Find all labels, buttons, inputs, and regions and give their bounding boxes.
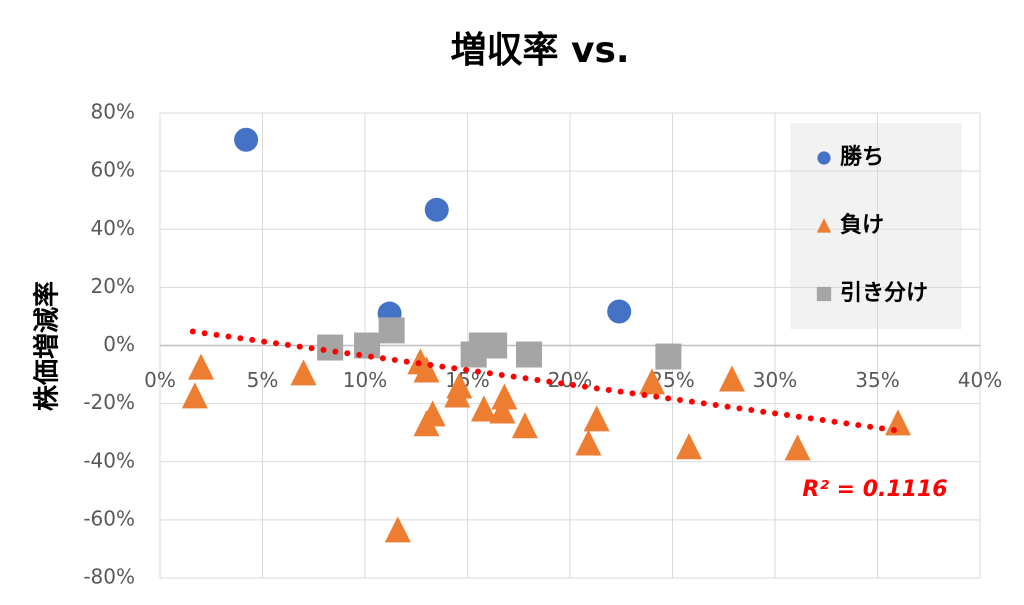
- point: [784, 434, 811, 461]
- chart-title: 増収率 vs.: [450, 30, 629, 71]
- point: [489, 397, 516, 424]
- x-tick-label: 0%: [144, 368, 176, 392]
- legend-marker: [816, 218, 832, 233]
- point: [317, 334, 344, 361]
- point: [583, 405, 610, 432]
- legend-label: 負け: [840, 212, 884, 238]
- legend-label: 勝ち: [840, 145, 884, 170]
- x-tick-label: 5%: [247, 368, 279, 392]
- legend-label: 引き分け: [840, 281, 928, 306]
- point: [181, 382, 208, 409]
- trendline-label: R² = 0.1116: [802, 477, 947, 502]
- point: [470, 395, 497, 422]
- point: [675, 433, 702, 460]
- x-tick-label: 40%: [958, 368, 1002, 392]
- point: [481, 332, 508, 359]
- x-tick-label: 30%: [753, 368, 797, 392]
- y-axis-label: 株価増減率: [32, 281, 63, 411]
- y-tick-label: 20%: [91, 274, 135, 298]
- point: [413, 356, 440, 383]
- legend-marker: [816, 286, 832, 302]
- y-tick-label: 80%: [91, 100, 135, 124]
- point: [413, 410, 440, 437]
- y-tick-label: -60%: [83, 506, 135, 530]
- y-tick-label: 40%: [91, 216, 135, 240]
- point: [378, 317, 405, 344]
- y-tick-label: -40%: [83, 448, 135, 472]
- trendline: [189, 328, 899, 434]
- point: [885, 409, 911, 436]
- point: [444, 381, 471, 408]
- point: [424, 197, 449, 222]
- point: [491, 383, 518, 410]
- y-tick-label: 0%: [103, 332, 135, 356]
- point: [516, 341, 542, 368]
- point: [188, 353, 214, 380]
- point: [575, 429, 602, 456]
- x-tick-label: 10%: [343, 368, 387, 392]
- point: [607, 299, 632, 324]
- y-tick-label: 60%: [91, 158, 135, 182]
- point: [718, 365, 745, 392]
- point: [290, 359, 317, 386]
- x-tick-label: 35%: [855, 368, 899, 392]
- point: [639, 368, 665, 395]
- point: [511, 412, 538, 439]
- point: [234, 127, 259, 152]
- point: [655, 343, 682, 370]
- legend-marker: [817, 151, 831, 165]
- y-tick-label: -80%: [83, 565, 135, 589]
- y-tick-label: -20%: [83, 390, 135, 414]
- point: [384, 516, 411, 543]
